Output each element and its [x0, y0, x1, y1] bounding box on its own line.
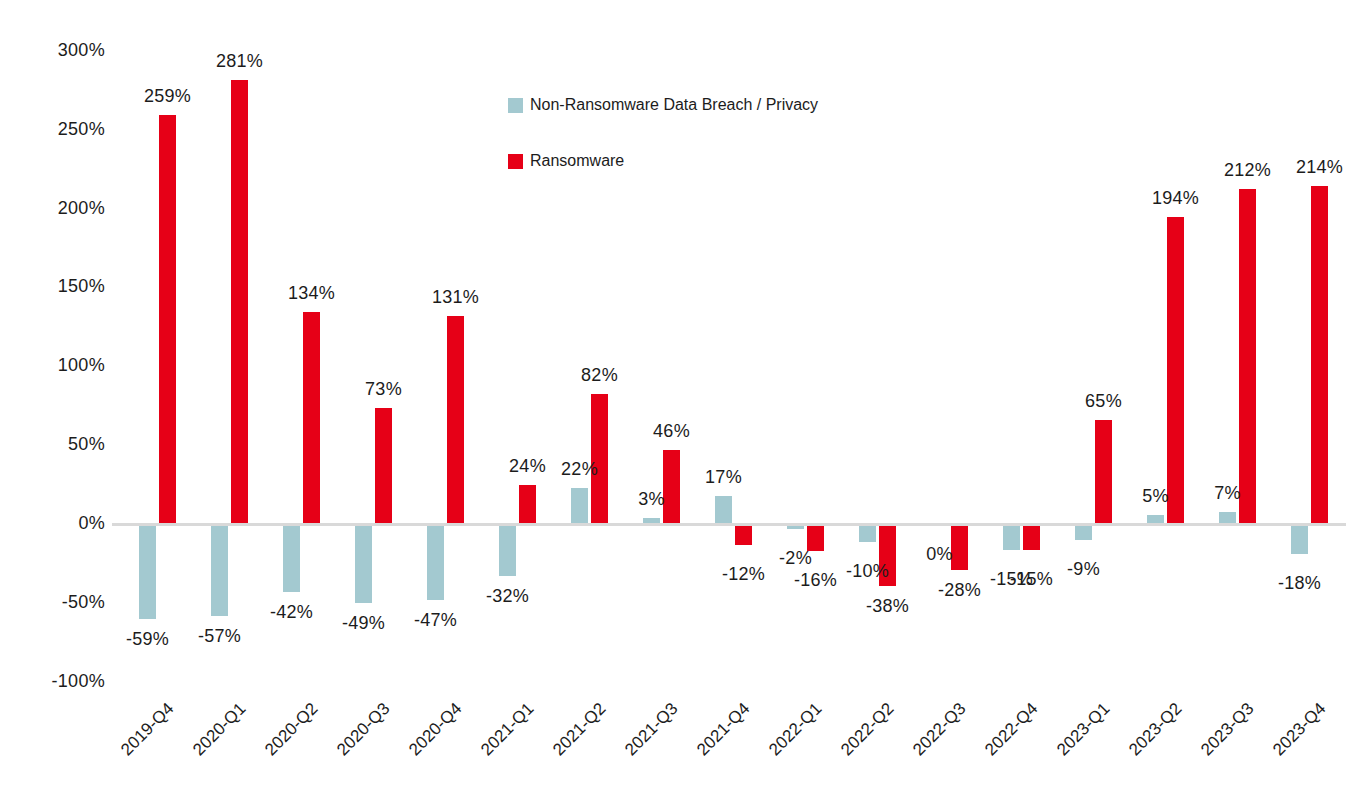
bar-non-ransomware-2020-Q2 [283, 526, 300, 592]
value-label: 259% [123, 85, 213, 107]
x-tick-label-2023-Q4: 2023-Q4 [1251, 699, 1330, 778]
y-tick-label: 0% [30, 512, 105, 534]
bar-ransomware-2023-Q3 [1239, 189, 1256, 523]
bar-ransomware-2020-Q2 [303, 312, 320, 523]
bar-non-ransomware-2021-Q1 [499, 526, 516, 576]
y-tick-label: 200% [30, 197, 105, 219]
bar-non-ransomware-2023-Q3 [1219, 512, 1236, 523]
bar-non-ransomware-2021-Q3 [643, 518, 660, 523]
bar-chart: 300%250%200%150%100%50%0%-50%-100% -59%-… [0, 0, 1372, 796]
value-label: -57% [175, 625, 265, 647]
y-tick-label: 150% [30, 275, 105, 297]
bar-ransomware-2019-Q4 [159, 115, 176, 523]
value-label: 214% [1275, 156, 1365, 178]
value-label: 17% [679, 466, 769, 488]
x-tick-label-2022-Q1: 2022-Q1 [747, 699, 826, 778]
bar-ransomware-2020-Q1 [231, 80, 248, 523]
value-label: 73% [339, 378, 429, 400]
value-label: 82% [555, 364, 645, 386]
value-label: 194% [1131, 187, 1221, 209]
legend-swatch-non-ransomware-icon [508, 98, 523, 113]
bar-non-ransomware-2023-Q2 [1147, 515, 1164, 523]
bar-non-ransomware-2023-Q4 [1291, 526, 1308, 554]
x-tick-label-2021-Q3: 2021-Q3 [603, 699, 682, 778]
y-tick-label: 50% [30, 433, 105, 455]
legend-swatch-ransomware-icon [508, 154, 523, 169]
value-label: -32% [463, 585, 553, 607]
value-label: 3% [607, 488, 697, 510]
bar-ransomware-2023-Q4 [1311, 186, 1328, 523]
x-tick-label-2020-Q4: 2020-Q4 [387, 699, 466, 778]
bar-non-ransomware-2020-Q4 [427, 526, 444, 600]
value-label: 131% [411, 286, 501, 308]
legend-item-ransomware: Ransomware [508, 150, 818, 172]
x-tick-label-2021-Q1: 2021-Q1 [459, 699, 538, 778]
x-tick-label-2019-Q4: 2019-Q4 [99, 699, 178, 778]
value-label: 281% [195, 50, 285, 72]
bar-non-ransomware-2022-Q2 [859, 526, 876, 542]
value-label: 0% [895, 543, 985, 565]
bar-non-ransomware-2020-Q3 [355, 526, 372, 603]
y-tick-label: 250% [30, 118, 105, 140]
y-tick-label: 100% [30, 354, 105, 376]
x-tick-label-2023-Q3: 2023-Q3 [1179, 699, 1258, 778]
x-tick-label-2023-Q1: 2023-Q1 [1035, 699, 1114, 778]
chart-legend: Non-Ransomware Data Breach / Privacy Ran… [508, 94, 818, 172]
x-tick-label-2022-Q2: 2022-Q2 [819, 699, 898, 778]
value-label: 46% [627, 420, 717, 442]
bar-non-ransomware-2021-Q2 [571, 488, 588, 523]
value-label: -47% [391, 609, 481, 631]
bar-non-ransomware-2022-Q1 [787, 526, 804, 529]
bar-ransomware-2023-Q2 [1167, 217, 1184, 523]
bar-non-ransomware-2023-Q1 [1075, 526, 1092, 540]
bar-ransomware-2023-Q1 [1095, 420, 1112, 523]
bar-non-ransomware-2021-Q4 [715, 496, 732, 523]
value-label: -15% [987, 568, 1077, 590]
value-label: -18% [1255, 572, 1345, 594]
bar-ransomware-2022-Q4 [1023, 526, 1040, 550]
y-tick-label: -50% [30, 591, 105, 613]
value-label: 7% [1183, 482, 1273, 504]
y-tick-label: 300% [30, 39, 105, 61]
legend-item-non-ransomware: Non-Ransomware Data Breach / Privacy [508, 94, 818, 116]
bar-ransomware-2021-Q3 [663, 450, 680, 523]
value-label: 134% [267, 282, 357, 304]
x-tick-label-2022-Q3: 2022-Q3 [891, 699, 970, 778]
x-tick-label-2020-Q3: 2020-Q3 [315, 699, 394, 778]
legend-label-non-ransomware: Non-Ransomware Data Breach / Privacy [530, 96, 818, 114]
bar-ransomware-2021-Q4 [735, 526, 752, 545]
x-tick-label-2021-Q2: 2021-Q2 [531, 699, 610, 778]
bar-ransomware-2020-Q3 [375, 408, 392, 523]
bar-non-ransomware-2020-Q1 [211, 526, 228, 616]
x-tick-label-2022-Q4: 2022-Q4 [963, 699, 1042, 778]
bar-ransomware-2020-Q4 [447, 316, 464, 523]
x-tick-label-2023-Q2: 2023-Q2 [1107, 699, 1186, 778]
x-tick-label-2020-Q2: 2020-Q2 [243, 699, 322, 778]
y-tick-label: -100% [30, 670, 105, 692]
bar-non-ransomware-2022-Q4 [1003, 526, 1020, 550]
value-label: 65% [1059, 390, 1149, 412]
legend-label-ransomware: Ransomware [530, 152, 624, 170]
value-label: 24% [483, 455, 573, 477]
bar-ransomware-2021-Q1 [519, 485, 536, 523]
x-tick-label-2020-Q1: 2020-Q1 [171, 699, 250, 778]
bar-non-ransomware-2019-Q4 [139, 526, 156, 619]
x-tick-label-2021-Q4: 2021-Q4 [675, 699, 754, 778]
value-label: -16% [771, 569, 861, 591]
